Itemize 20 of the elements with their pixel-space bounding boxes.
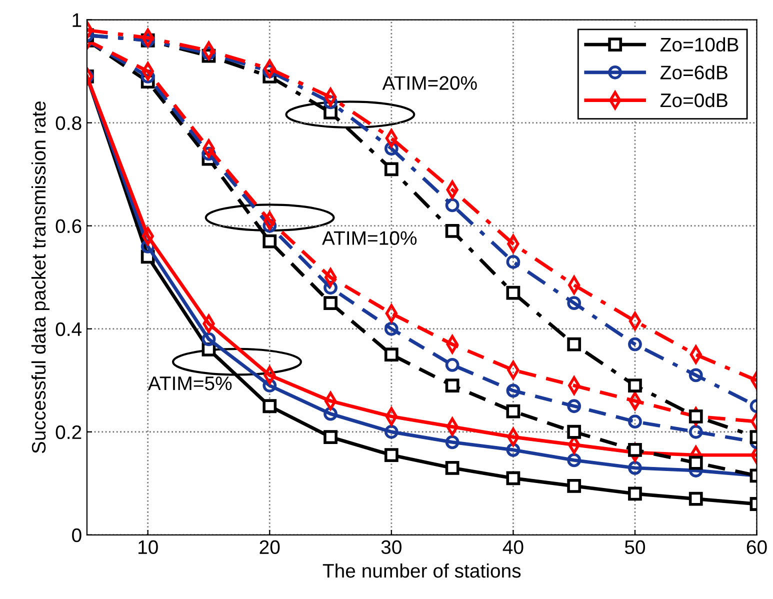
annotation: ATIM=20% — [382, 76, 477, 90]
x-tick-label: 30 — [381, 540, 402, 554]
x-tick-label: 10 — [138, 540, 158, 554]
annotation: ATIM=5% — [148, 376, 232, 390]
x-tick-label: 20 — [260, 540, 280, 554]
legend-label: Zo=10dB — [660, 37, 738, 52]
annotation: ATIM=10% — [322, 231, 417, 245]
y-tick-label: 0.6 — [56, 219, 82, 234]
y-tick-label: 0 — [72, 528, 82, 542]
y-tick-label: 0.8 — [56, 116, 82, 130]
x-axis-title: The number of stations — [322, 563, 521, 578]
x-tick-label: 50 — [624, 540, 646, 554]
y-tick-label: 0.2 — [56, 425, 82, 440]
legend-label: Zo=0dB — [660, 92, 728, 108]
y-axis-title: Successful data packet transmission rate — [31, 101, 50, 454]
y-tick-label: 0.4 — [56, 322, 82, 336]
y-tick-label: 1 — [72, 13, 82, 27]
legend-label: Zo=6dB — [660, 65, 728, 80]
x-tick-label: 60 — [746, 540, 767, 554]
x-tick-label: 40 — [502, 540, 524, 554]
